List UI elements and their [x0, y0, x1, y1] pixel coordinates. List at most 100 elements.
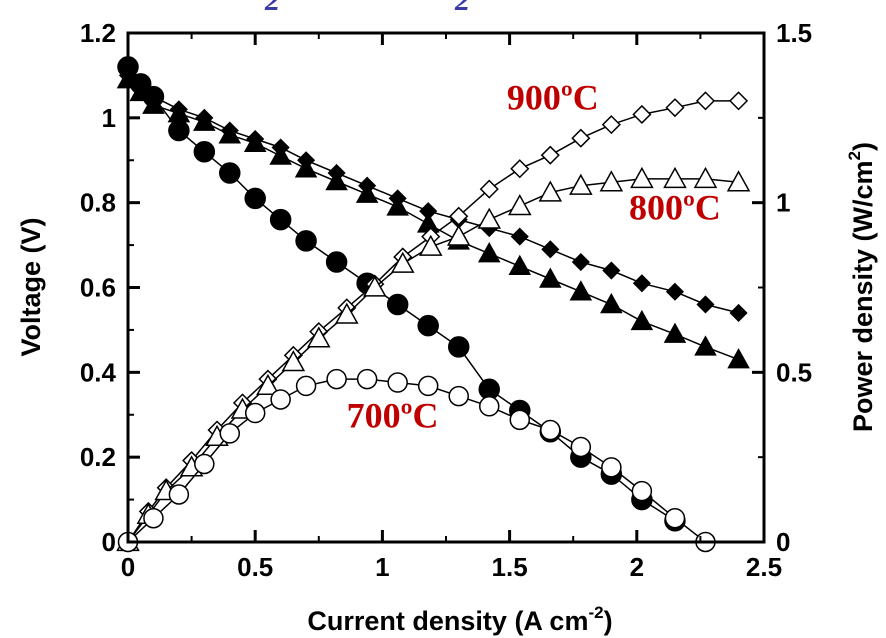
open-circle-marker	[244, 402, 266, 424]
filled-circle-marker	[417, 314, 439, 337]
filled-triangle-marker	[325, 169, 348, 191]
filled-triangle-marker	[477, 242, 501, 263]
clipped-title-glyph: 2	[264, 0, 280, 17]
open-circle-marker	[168, 484, 190, 505]
open-circle-marker	[509, 409, 531, 431]
open-triangle-marker	[630, 166, 654, 189]
filled-circle-marker	[142, 85, 165, 108]
temperature-annotation: 700ºC	[347, 395, 439, 435]
x-tick-label: 1.5	[492, 552, 528, 582]
filled-triangle-marker	[600, 292, 623, 314]
annotations: 900ºC 800ºC 700ºC	[347, 77, 721, 435]
open-circle-marker	[326, 368, 347, 390]
tick-labels: 0 0.5 1 1.5 2 2.500.20.40.60.811.200.511.5	[80, 18, 812, 582]
filled-triangle-marker	[694, 335, 717, 356]
filled-diamond-marker	[510, 227, 529, 246]
open-triangle-marker	[726, 170, 751, 192]
y2-tick-label: 1.5	[776, 18, 812, 48]
filled-triangle-marker	[269, 144, 292, 165]
filled-diamond-marker	[665, 282, 685, 301]
filled-circle-marker	[447, 336, 470, 358]
open-triangle-marker	[508, 194, 532, 216]
open-circle-marker	[478, 396, 500, 417]
open-triangle-marker	[307, 326, 331, 348]
filled-circle-marker	[129, 73, 152, 95]
filled-diamond-marker	[541, 240, 560, 259]
filled-triangle-marker	[630, 309, 654, 331]
open-circle-marker	[601, 457, 622, 478]
y-tick-label: 1	[102, 103, 116, 133]
open-diamond-marker	[728, 91, 749, 111]
y-tick-label: 0.8	[80, 188, 116, 218]
series-layer	[116, 56, 751, 553]
temperature-annotation: 800ºC	[629, 188, 721, 228]
y-tick-label: 0.4	[80, 357, 117, 387]
open-triangle-marker	[362, 275, 387, 297]
clipped-title: 2 2	[264, 0, 470, 17]
open-diamond-marker	[571, 128, 591, 148]
y2-tick-label: 1	[776, 188, 790, 218]
open-circle-marker	[194, 453, 215, 475]
filled-triangle-marker	[663, 322, 687, 343]
open-circle-marker	[356, 368, 378, 390]
filled-triangle-marker	[508, 254, 532, 276]
x-axis-title: Current density (A cm-2)	[307, 603, 612, 636]
open-circle-marker	[631, 480, 653, 502]
filled-circle-line	[127, 66, 676, 522]
open-circle-series	[117, 368, 716, 553]
filled-diamond-marker	[729, 303, 748, 323]
y2-axis-title: Power density (W/cm2)	[845, 142, 878, 432]
y-tick-label: 0	[102, 527, 116, 557]
open-circle-marker	[143, 507, 164, 529]
open-triangle-marker	[599, 170, 624, 192]
filled-circle-marker	[269, 208, 292, 231]
filled-triangle-marker	[569, 280, 593, 301]
open-circle-marker	[270, 389, 291, 410]
tick-marks	[126, 31, 766, 544]
open-circle-marker	[219, 423, 241, 444]
y2-tick-label: 0.5	[776, 357, 812, 387]
open-triangle-marker	[390, 251, 415, 273]
filled-circle-marker	[193, 141, 216, 163]
open-triangle-marker	[446, 224, 471, 246]
filled-circle-marker	[295, 230, 317, 252]
filled-triangle-marker	[355, 182, 379, 203]
open-triangle-series	[116, 166, 751, 552]
open-triangle-marker	[663, 166, 687, 189]
filled-triangle-marker	[243, 131, 267, 153]
open-triangle-marker	[335, 302, 359, 324]
x-tick-label: 0.5	[237, 552, 273, 582]
filled-triangle-marker	[416, 212, 440, 233]
x-tick-label: 1	[375, 552, 389, 582]
y-tick-label: 0.6	[80, 273, 116, 303]
x-axis-title-text: Current density (A cm	[307, 606, 588, 636]
open-circle-marker	[570, 436, 592, 458]
y2-axis-title-sup: 2	[845, 151, 864, 160]
open-diamond-marker	[479, 179, 499, 199]
open-diamond-series	[118, 91, 749, 552]
open-triangle-marker	[693, 166, 718, 189]
x-tick-label: 2	[630, 552, 644, 582]
open-circle-marker	[540, 419, 561, 441]
open-triangle-marker	[538, 180, 563, 202]
open-circle-marker	[664, 507, 686, 529]
filled-circle-marker	[168, 119, 190, 142]
filled-circle-marker	[244, 187, 266, 210]
filled-triangle-marker	[386, 195, 409, 216]
filled-diamond-marker	[602, 261, 621, 280]
open-circle-marker	[295, 375, 317, 397]
open-triangle-marker	[418, 234, 443, 256]
open-diamond-marker	[601, 115, 621, 135]
filled-circle-marker	[219, 162, 241, 184]
open-triangle-marker	[281, 350, 306, 372]
open-diamond-marker	[540, 145, 560, 165]
filled-triangle-marker	[193, 110, 216, 131]
filled-diamond-marker	[632, 274, 651, 293]
y-tick-label: 0.2	[80, 442, 116, 472]
filled-triangle-marker	[294, 157, 318, 178]
open-circle-marker	[448, 385, 469, 407]
open-triangle-marker	[256, 373, 280, 396]
y-tick-label: 1.2	[80, 18, 116, 48]
temperature-annotation: 900ºC	[507, 77, 599, 117]
